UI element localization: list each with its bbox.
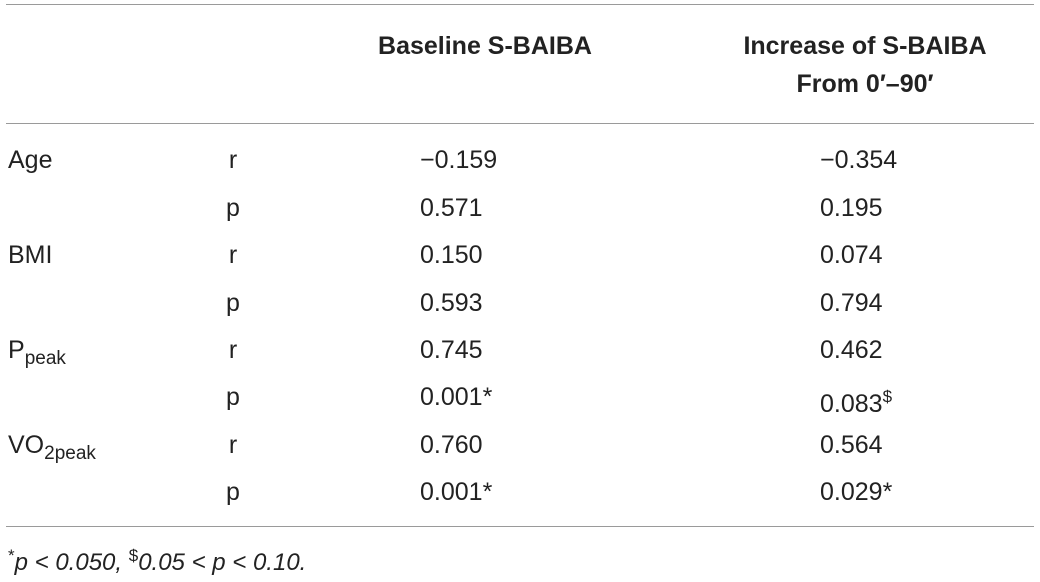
row-increase-value: 0.074 — [820, 241, 883, 269]
header-rule — [6, 123, 1034, 124]
row-stat: p — [226, 289, 240, 317]
row-baseline-value: 0.593 — [420, 289, 483, 317]
row-increase-value: 0.462 — [820, 336, 883, 364]
row-stat: r — [228, 241, 238, 269]
row-increase-value: 0.564 — [820, 431, 883, 459]
significance-mark: * — [882, 478, 893, 506]
row-variable: Age — [8, 146, 53, 174]
significance-mark: $ — [882, 387, 893, 406]
row-stat: p — [226, 383, 240, 411]
row-baseline-value: 0.001* — [420, 383, 493, 411]
row-variable-subscript: peak — [24, 348, 66, 369]
table-top-rule — [6, 4, 1034, 5]
row-baseline-value: 0.001* — [420, 478, 493, 506]
row-increase-value: 0.195 — [820, 194, 883, 222]
column-header-increase: Increase of S-BAIBA From 0′–90′ — [700, 27, 1030, 103]
column-header-increase-line2: From 0′–90′ — [796, 70, 934, 98]
row-variable: Ppeak — [8, 336, 66, 369]
significance-mark: * — [482, 478, 493, 506]
row-baseline-value: −0.159 — [420, 146, 498, 174]
row-increase-value: −0.354 — [820, 146, 898, 174]
column-header-increase-line1: Increase of S-BAIBA — [743, 32, 987, 60]
row-stat: r — [228, 336, 238, 364]
row-stat: p — [226, 478, 240, 506]
table-bottom-rule — [6, 526, 1034, 527]
row-variable: VO2peak — [8, 431, 96, 464]
footnote-text-2: 0.05 < p < 0.10. — [138, 549, 307, 576]
row-baseline-value: 0.571 — [420, 194, 483, 222]
row-variable: BMI — [8, 241, 53, 269]
footnote-dollar: $ — [128, 546, 139, 565]
footnote-asterisk: * — [8, 546, 15, 565]
row-baseline-value: 0.745 — [420, 336, 483, 364]
row-increase-value: 0.083$ — [820, 387, 893, 418]
row-stat: r — [228, 431, 238, 459]
row-baseline-value: 0.150 — [420, 241, 483, 269]
significance-mark: * — [482, 383, 493, 411]
column-header-baseline: Baseline S-BAIBA — [378, 32, 592, 60]
row-increase-value: 0.794 — [820, 289, 883, 317]
row-stat: r — [228, 146, 238, 174]
footnote-text-1: p < 0.050, — [14, 549, 129, 576]
table-footnote: *p < 0.050, $0.05 < p < 0.10. — [8, 540, 306, 579]
row-increase-value: 0.029* — [820, 478, 893, 506]
row-stat: p — [226, 194, 240, 222]
row-variable-subscript: 2peak — [44, 443, 96, 464]
row-baseline-value: 0.760 — [420, 431, 483, 459]
